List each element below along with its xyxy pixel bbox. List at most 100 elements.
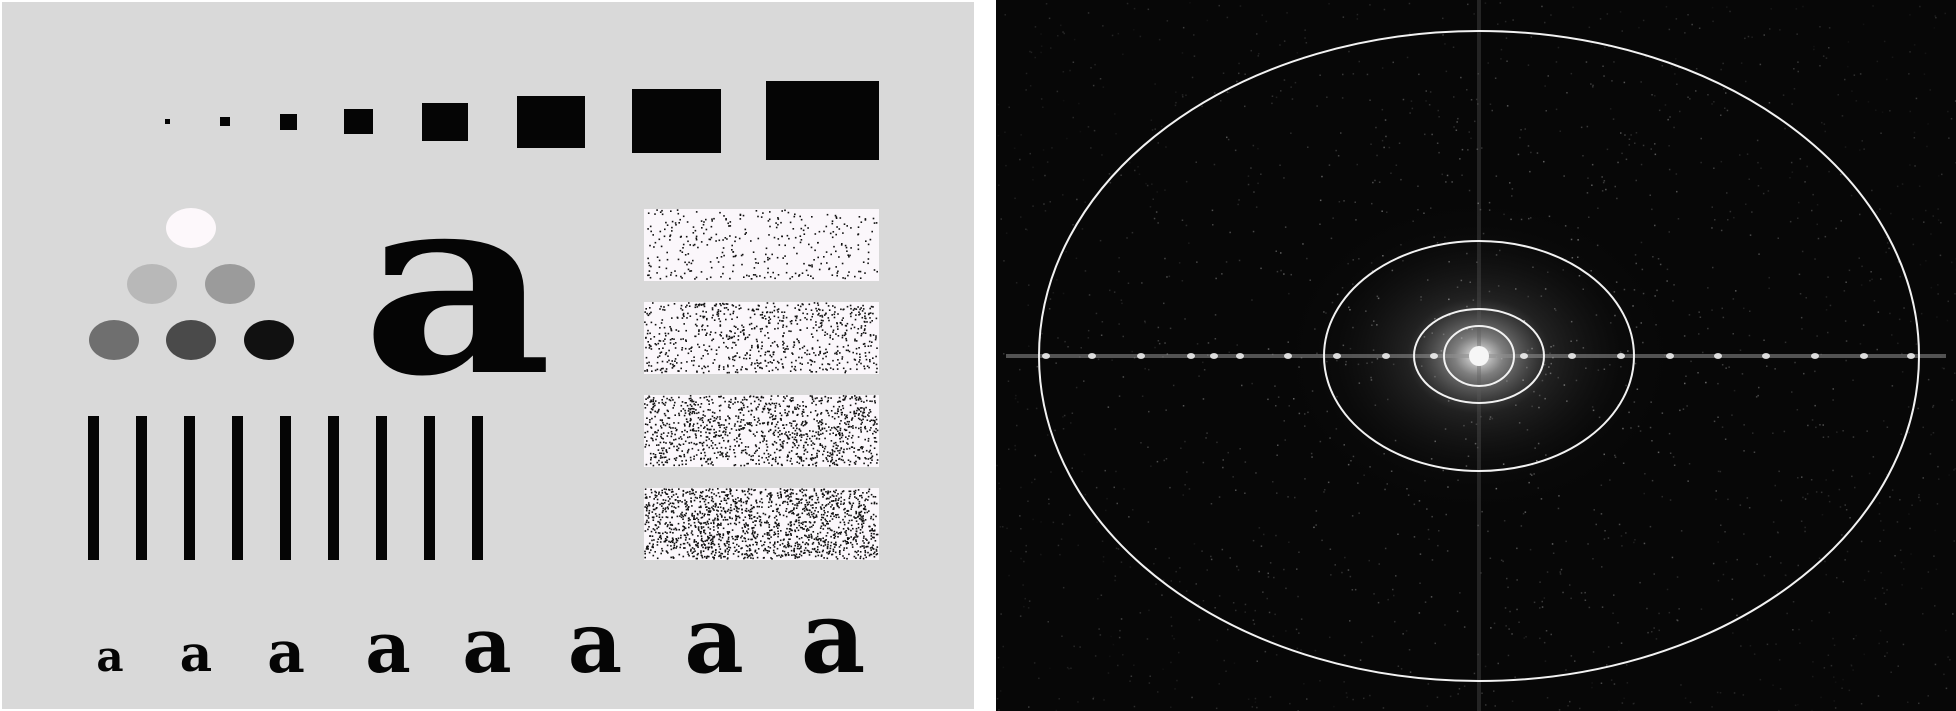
spectrum-speckle <box>1897 342 1899 345</box>
noise-dot <box>769 494 772 496</box>
noise-dot <box>796 514 798 517</box>
noise-dot <box>777 322 779 325</box>
noise-dot <box>703 302 706 305</box>
spectrum-speckle <box>1669 116 1671 118</box>
noise-dot <box>787 503 789 506</box>
noise-dot <box>824 518 826 521</box>
noise-dot <box>668 423 671 426</box>
noise-dot <box>647 521 650 524</box>
noise-dot <box>855 527 858 530</box>
noise-dot <box>806 501 808 504</box>
noise-dot <box>873 419 876 422</box>
noise-dot <box>831 222 834 225</box>
spectrum-speckle <box>1291 98 1294 100</box>
noise-dot <box>701 444 704 447</box>
noise-dot <box>789 221 792 224</box>
noise-dot <box>748 334 751 336</box>
noise-dot <box>693 516 695 519</box>
noise-dot <box>799 305 802 308</box>
noise-dot <box>750 510 753 513</box>
spectrum-speckle <box>1111 34 1114 37</box>
spectrum-speckle <box>1477 73 1480 75</box>
noise-dot <box>748 422 750 424</box>
noise-dot <box>722 519 725 521</box>
circle-3 <box>205 264 255 304</box>
noise-dot <box>667 552 669 554</box>
noise-dot <box>762 435 764 438</box>
noise-dot <box>716 447 718 449</box>
noise-dot <box>700 403 703 405</box>
noise-dot <box>710 428 712 431</box>
noise-dot <box>709 238 712 241</box>
spectrum-speckle <box>1727 219 1729 221</box>
noise-dot <box>693 412 696 415</box>
noise-dot <box>867 464 869 467</box>
noise-dot <box>711 496 713 498</box>
noise-dot <box>689 411 691 414</box>
noise-dot <box>673 457 676 460</box>
noise-dot <box>756 505 759 508</box>
noise-dot <box>708 507 711 510</box>
noise-dot <box>681 251 684 253</box>
noise-dot <box>805 489 808 491</box>
spectrum-speckle <box>1480 572 1482 574</box>
noise-dot <box>728 455 730 458</box>
noise-dot <box>686 431 688 433</box>
noise-dot <box>719 404 722 407</box>
noise-dot <box>797 444 800 447</box>
noise-dot <box>786 395 788 397</box>
noise-dot <box>872 530 875 532</box>
noise-dot <box>685 370 687 372</box>
noise-dot <box>830 325 832 328</box>
noise-dot <box>693 539 696 541</box>
noise-dot <box>779 513 781 516</box>
noise-dot <box>741 253 744 256</box>
spectrum-speckle <box>1203 369 1206 371</box>
noise-dot <box>666 409 669 412</box>
noise-dot <box>858 314 860 316</box>
noise-dot <box>737 535 739 538</box>
noise-dot <box>650 488 652 491</box>
spectrum-speckle <box>1810 479 1813 481</box>
noise-dot <box>649 307 651 309</box>
noise-dot <box>797 408 800 410</box>
noise-dot <box>816 310 818 312</box>
spectrum-speckle <box>1120 299 1123 301</box>
noise-dot <box>853 516 855 518</box>
noise-dot <box>711 551 714 553</box>
noise-dot <box>734 355 737 357</box>
noise-dot <box>761 456 763 459</box>
noise-dot <box>832 305 834 307</box>
noise-dot <box>730 509 733 512</box>
noise-dot <box>700 435 702 437</box>
noise-dot <box>869 312 872 314</box>
noise-dot <box>875 553 878 556</box>
noise-dot <box>858 396 861 398</box>
spectrum-speckle <box>1300 618 1303 620</box>
noise-dot <box>711 415 714 418</box>
noise-dot <box>776 547 779 550</box>
noise-dot <box>818 326 820 329</box>
noise-dot <box>689 490 691 493</box>
noise-dot <box>845 436 847 438</box>
noise-dot <box>872 547 874 550</box>
noise-dot <box>810 309 813 311</box>
noise-dot <box>672 365 675 368</box>
noise-dot <box>661 447 663 450</box>
spectrum-speckle <box>1927 378 1930 381</box>
noise-dot <box>654 454 657 456</box>
noise-dot <box>714 444 717 446</box>
noise-dot <box>838 405 841 408</box>
noise-dot <box>818 312 820 315</box>
noise-dot <box>772 302 775 305</box>
noise-dot <box>648 504 650 506</box>
noise-dot <box>732 305 735 307</box>
noise-dot <box>768 516 770 519</box>
noise-dot <box>796 535 798 538</box>
noise-dot <box>738 425 741 427</box>
noise-dot <box>670 329 673 332</box>
noise-dot <box>701 419 704 422</box>
noise-dot <box>825 519 827 522</box>
noise-dot <box>796 541 798 544</box>
noise-dot <box>833 490 835 493</box>
